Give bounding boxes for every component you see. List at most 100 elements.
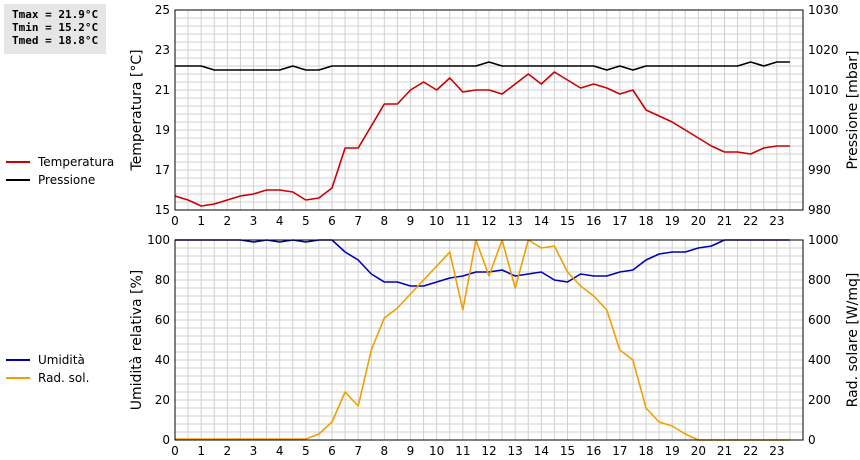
- humidity-radiation-x-tick-label: 22: [743, 444, 758, 458]
- humidity-radiation-y-tick-label-right: 0: [808, 433, 816, 447]
- temp-pressure-y-tick-label-right: 980: [808, 203, 831, 217]
- humidity-radiation-x-tick-label: 12: [481, 444, 496, 458]
- temp-pressure-x-tick-label: 1: [197, 214, 205, 228]
- stats-box: Tmax = 21.9°C Tmin = 15.2°C Tmed = 18.8°…: [4, 4, 106, 54]
- temp-pressure-x-tick-label: 18: [638, 214, 653, 228]
- temp-pressure-x-tick-label: 12: [481, 214, 496, 228]
- temp-pressure-y-tick-label-left: 25: [155, 3, 170, 17]
- temp-pressure-x-tick-label: 20: [691, 214, 706, 228]
- temp-pressure-x-tick-label: 23: [769, 214, 784, 228]
- temp-pressure-x-tick-label: 7: [354, 214, 362, 228]
- temp-pressure-y-tick-label-left: 23: [155, 43, 170, 57]
- humidity-radiation-x-tick-label: 14: [534, 444, 549, 458]
- legend-swatch-humidity: [6, 359, 30, 361]
- humidity-radiation-x-tick-label: 6: [328, 444, 336, 458]
- humidity-radiation-y-tick-label-left: 0: [162, 433, 170, 447]
- temp-pressure-y-tick-label-right: 1010: [808, 83, 839, 97]
- legend-item-temperature: Temperatura: [6, 153, 114, 171]
- humidity-radiation-y-tick-label-left: 40: [155, 353, 170, 367]
- legend-item-pressure: Pressione: [6, 171, 114, 189]
- legend-item-humidity: Umidità: [6, 351, 89, 369]
- humidity-radiation-y-axis-label-right: Rad. solare [W/mq]: [845, 273, 860, 408]
- temp-pressure-x-tick-label: 6: [328, 214, 336, 228]
- temp-pressure-x-tick-label: 13: [508, 214, 523, 228]
- temp-pressure-x-tick-label: 14: [534, 214, 549, 228]
- legend-label-humidity: Umidità: [38, 353, 85, 367]
- humidity-radiation-x-tick-label: 10: [429, 444, 444, 458]
- humidity-radiation-y-tick-label-left: 80: [155, 273, 170, 287]
- humidity-radiation-series-0-line: [175, 239, 790, 287]
- tmin-text: Tmin = 15.2°C: [12, 21, 99, 34]
- humidity-radiation-y-tick-label-right: 600: [808, 313, 831, 327]
- temp-pressure-x-tick-label: 5: [302, 214, 310, 228]
- humidity-radiation-y-tick-label-right: 400: [808, 353, 831, 367]
- legend-label-radiation: Rad. sol.: [38, 371, 90, 385]
- temp-pressure-x-tick-label: 21: [717, 214, 732, 228]
- tmax-text: Tmax = 21.9°C: [12, 8, 99, 21]
- legend-item-radiation: Rad. sol.: [6, 369, 89, 387]
- temp-pressure-y-tick-label-right: 1020: [808, 43, 839, 57]
- humidity-radiation-x-tick-label: 17: [612, 444, 627, 458]
- humidity-radiation-x-tick-label: 20: [691, 444, 706, 458]
- temp-pressure-x-tick-label: 19: [665, 214, 680, 228]
- temp-pressure-y-tick-label-right: 1000: [808, 123, 839, 137]
- humidity-radiation-y-tick-label-left: 60: [155, 313, 170, 327]
- temp-pressure-x-tick-label: 22: [743, 214, 758, 228]
- temp-pressure-y-tick-label-left: 19: [155, 123, 170, 137]
- humidity-radiation-x-tick-label: 18: [638, 444, 653, 458]
- legend-swatch-temperature: [6, 161, 30, 163]
- temp-pressure-x-tick-label: 15: [560, 214, 575, 228]
- temp-pressure-y-tick-label-right: 990: [808, 163, 831, 177]
- humidity-radiation-x-tick-label: 16: [586, 444, 601, 458]
- humidity-radiation-x-tick-label: 15: [560, 444, 575, 458]
- humidity-radiation-y-tick-label-left: 100: [147, 233, 170, 247]
- temp-pressure-x-tick-label: 3: [250, 214, 258, 228]
- temp-pressure-x-tick-label: 10: [429, 214, 444, 228]
- temp-pressure-x-tick-label: 4: [276, 214, 284, 228]
- humidity-radiation-y-tick-label-right: 1000: [808, 233, 839, 247]
- temp-pressure-x-tick-label: 9: [407, 214, 415, 228]
- humidity-radiation-series-1-line: [175, 239, 790, 441]
- temp-pressure-x-tick-label: 2: [224, 214, 232, 228]
- temp-pressure-y-axis-label-left: Temperatura [°C]: [129, 49, 145, 171]
- humidity-radiation-x-tick-label: 11: [455, 444, 470, 458]
- humidity-radiation-x-tick-label: 9: [407, 444, 415, 458]
- humidity-radiation-x-tick-label: 5: [302, 444, 310, 458]
- temp-pressure-x-tick-label: 16: [586, 214, 601, 228]
- humidity-radiation-frame: [174, 239, 804, 441]
- top-legend: Temperatura Pressione: [6, 153, 114, 189]
- humidity-radiation-x-tick-label: 23: [769, 444, 784, 458]
- temp-pressure-x-tick-label: 11: [455, 214, 470, 228]
- temp-pressure-series-0-line: [174, 71, 790, 207]
- temp-pressure-y-tick-label-left: 21: [155, 83, 170, 97]
- humidity-radiation-x-tick-label: 0: [171, 444, 179, 458]
- humidity-radiation-x-tick-label: 21: [717, 444, 732, 458]
- legend-label-pressure: Pressione: [38, 173, 96, 187]
- humidity-radiation-x-tick-label: 4: [276, 444, 284, 458]
- humidity-radiation-x-tick-label: 8: [381, 444, 389, 458]
- humidity-radiation-y-tick-label-right: 800: [808, 273, 831, 287]
- temp-pressure-y-tick-label-left: 17: [155, 163, 170, 177]
- humidity-radiation-x-tick-label: 19: [665, 444, 680, 458]
- humidity-radiation-y-tick-label-right: 200: [808, 393, 831, 407]
- humidity-radiation-y-tick-label-left: 20: [155, 393, 170, 407]
- bottom-legend: Umidità Rad. sol.: [6, 351, 89, 387]
- humidity-radiation-y-axis-label-left: Umidità relativa [%]: [129, 270, 145, 411]
- humidity-radiation-x-tick-label: 7: [354, 444, 362, 458]
- humidity-radiation-x-tick-label: 3: [250, 444, 258, 458]
- temp-pressure-y-axis-label-right: Pressione [mbar]: [845, 50, 860, 169]
- temp-pressure-x-tick-label: 17: [612, 214, 627, 228]
- legend-swatch-pressure: [6, 179, 30, 181]
- temp-pressure-frame: [174, 9, 804, 211]
- temp-pressure-x-tick-label: 0: [171, 214, 179, 228]
- tmed-text: Tmed = 18.8°C: [12, 34, 99, 47]
- temp-pressure-series-1-line: [175, 61, 790, 71]
- temp-pressure-y-tick-label-right: 1030: [808, 3, 839, 17]
- legend-label-temperature: Temperatura: [38, 155, 115, 169]
- humidity-radiation-x-tick-label: 1: [197, 444, 205, 458]
- legend-swatch-radiation: [6, 377, 30, 379]
- temp-pressure-x-tick-label: 8: [381, 214, 389, 228]
- humidity-radiation-x-tick-label: 2: [224, 444, 232, 458]
- humidity-radiation-x-tick-label: 13: [508, 444, 523, 458]
